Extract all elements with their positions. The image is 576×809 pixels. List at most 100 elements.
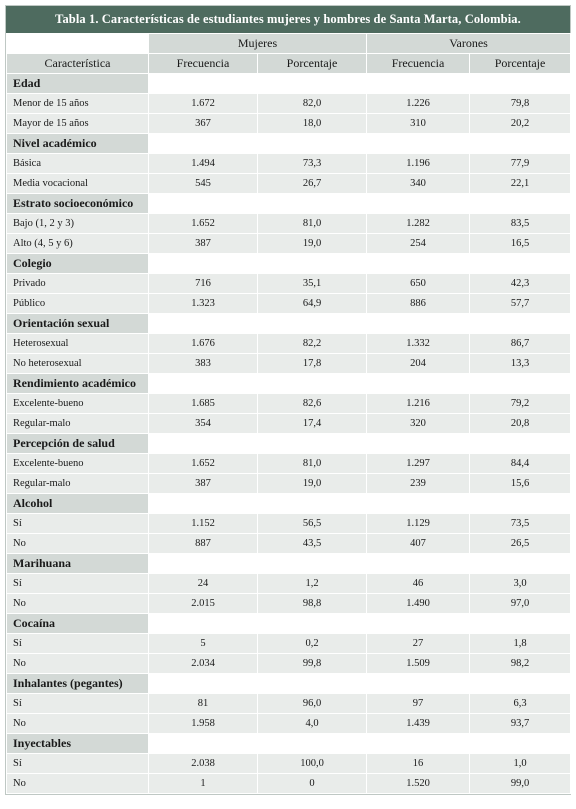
category-row-filler [147,253,572,274]
row-label: Media vocacional [6,173,149,194]
row-label: Regular-malo [6,473,149,494]
frequency-men-cell: 340 [366,173,471,194]
category-row: Cocaína [6,613,572,634]
frequency-women-cell: 367 [148,113,258,134]
percentage-men-cell: 6,3 [469,693,572,714]
table-row: Sí 24 1,2 46 3,0 [6,573,572,594]
percentage-women-cell: 0,2 [256,633,368,654]
percentage-men-cell: 79,2 [469,393,572,414]
table-body: Edad Menor de 15 años 1.672 82,0 1.226 79,8 Ma… [6,73,572,794]
percentage-women-cell: 81,0 [256,213,368,234]
frequency-men-cell: 1.129 [366,513,471,534]
percentage-men-cell: 3,0 [469,573,572,594]
row-label: Bajo (1, 2 y 3) [6,213,149,234]
table-row: No 1 0 1.520 99,0 [6,773,572,794]
percentage-women-cell: 82,2 [256,333,368,354]
percentage-women-cell: 19,0 [256,233,368,254]
category-label: Percepción de salud [6,433,149,454]
category-row-filler [147,193,572,214]
table-row: No 887 43,5 407 26,5 [6,533,572,554]
frequency-men-cell: 650 [366,273,471,294]
frequency-women-cell: 1.494 [148,153,258,174]
category-label: Nivel académico [6,133,149,154]
frequency-men-cell: 16 [366,753,471,774]
frequency-men-cell: 1.216 [366,393,471,414]
category-row: Marihuana [6,553,572,574]
table-row: Sí 1.152 56,5 1.129 73,5 [6,513,572,534]
percentage-women-cell: 64,9 [256,293,368,314]
row-label: No heterosexual [6,353,149,374]
row-label: Público [6,293,149,314]
frequency-women-cell: 1.676 [148,333,258,354]
category-label: Inhalantes (pegantes) [6,673,149,694]
table-grid: Mujeres Varones Característica Frecuenci… [6,33,572,794]
percentage-women-cell: 82,6 [256,393,368,414]
table-row: Público 1.323 64,9 886 57,7 [6,293,572,314]
frequency-women-cell: 1.323 [148,293,258,314]
table-row: Alto (4, 5 y 6) 387 19,0 254 16,5 [6,233,572,254]
percentage-men-cell: 20,8 [469,413,572,434]
frequency-men-cell: 1.226 [366,93,471,114]
table-row: No heterosexual 383 17,8 204 13,3 [6,353,572,374]
group-header-blank [6,33,149,54]
percentage-women-cell: 35,1 [256,273,368,294]
percentage-men-cell: 73,5 [469,513,572,534]
percentage-women-cell: 98,8 [256,593,368,614]
data-table: Tabla 1. Características de estudiantes … [5,5,572,795]
frequency-men-cell: 320 [366,413,471,434]
percentage-women-cell: 82,0 [256,93,368,114]
percentage-men-cell: 93,7 [469,713,572,734]
percentage-men-cell: 42,3 [469,273,572,294]
percentage-women-cell: 99,8 [256,653,368,674]
row-label: Heterosexual [6,333,149,354]
category-row-filler [147,133,572,154]
category-row: Estrato socioeconómico [6,193,572,214]
frequency-women-cell: 1.652 [148,453,258,474]
percentage-men-cell: 26,5 [469,533,572,554]
table-row: Bajo (1, 2 y 3) 1.652 81,0 1.282 83,5 [6,213,572,234]
column-header-row: Característica Frecuencia Porcentaje Fre… [6,53,572,74]
table-row: No 2.034 99,8 1.509 98,2 [6,653,572,674]
table-row: Regular-malo 354 17,4 320 20,8 [6,413,572,434]
column-header-frequency-women: Frecuencia [148,53,258,74]
category-row-filler [147,733,572,754]
row-label: Regular-malo [6,413,149,434]
percentage-men-cell: 84,4 [469,453,572,474]
table-row: Básica 1.494 73,3 1.196 77,9 [6,153,572,174]
row-label: Mayor de 15 años [6,113,149,134]
row-label: Alto (4, 5 y 6) [6,233,149,254]
category-row-filler [147,493,572,514]
category-row-filler [147,553,572,574]
percentage-men-cell: 1,8 [469,633,572,654]
frequency-women-cell: 387 [148,233,258,254]
table-row: No 2.015 98,8 1.490 97,0 [6,593,572,614]
frequency-men-cell: 1.282 [366,213,471,234]
frequency-men-cell: 239 [366,473,471,494]
category-label: Inyectables [6,733,149,754]
percentage-men-cell: 99,0 [469,773,572,794]
category-row: Orientación sexual [6,313,572,334]
table-row: Sí 81 96,0 97 6,3 [6,693,572,714]
column-header-percentage-men: Porcentaje [469,53,572,74]
frequency-men-cell: 310 [366,113,471,134]
row-label: No [6,653,149,674]
percentage-women-cell: 17,4 [256,413,368,434]
frequency-women-cell: 545 [148,173,258,194]
frequency-men-cell: 1.332 [366,333,471,354]
category-label: Edad [6,73,149,94]
frequency-men-cell: 1.439 [366,713,471,734]
percentage-women-cell: 19,0 [256,473,368,494]
percentage-women-cell: 56,5 [256,513,368,534]
frequency-women-cell: 5 [148,633,258,654]
table-row: Media vocacional 545 26,7 340 22,1 [6,173,572,194]
frequency-men-cell: 46 [366,573,471,594]
percentage-men-cell: 15,6 [469,473,572,494]
frequency-men-cell: 1.520 [366,773,471,794]
table-row: Sí 2.038 100,0 16 1,0 [6,753,572,774]
table-row: Menor de 15 años 1.672 82,0 1.226 79,8 [6,93,572,114]
row-label: Excelente-bueno [6,393,149,414]
percentage-men-cell: 57,7 [469,293,572,314]
category-row: Nivel académico [6,133,572,154]
frequency-women-cell: 2.034 [148,653,258,674]
row-label: No [6,593,149,614]
